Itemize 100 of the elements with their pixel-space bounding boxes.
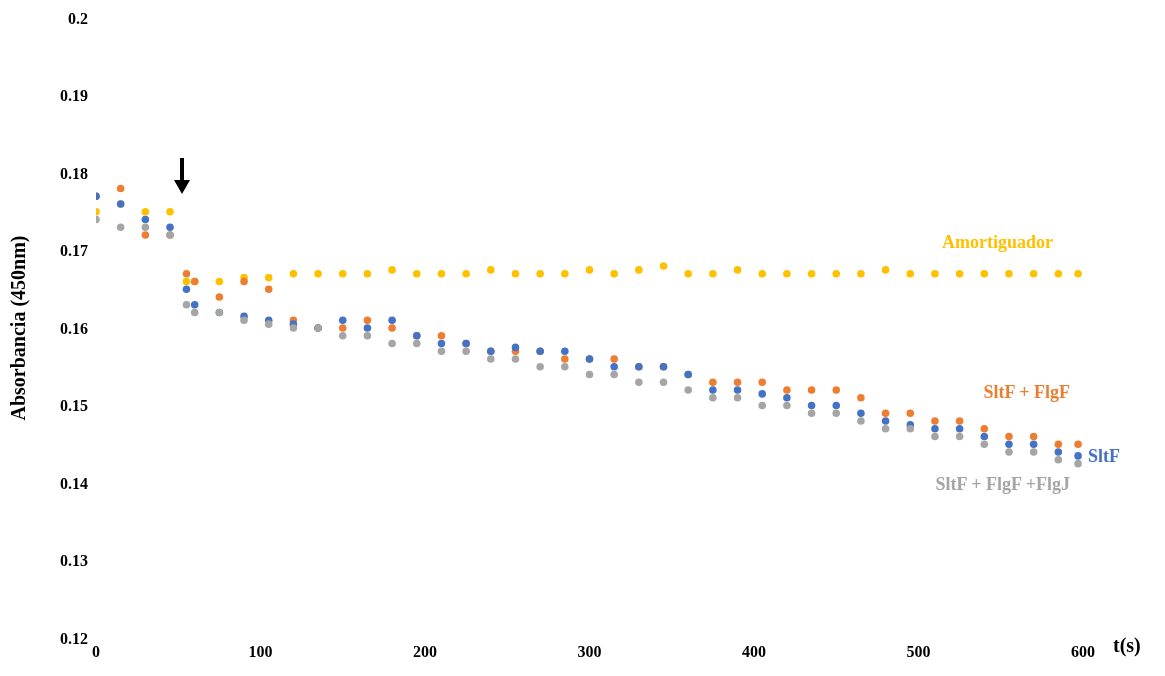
point bbox=[610, 355, 618, 363]
point bbox=[561, 355, 569, 363]
point bbox=[955, 269, 964, 278]
y-tick-label: 0.19 bbox=[60, 87, 88, 105]
point bbox=[166, 223, 174, 232]
point bbox=[709, 393, 717, 402]
y-tick-label: 0.12 bbox=[60, 629, 88, 647]
point bbox=[240, 316, 248, 325]
point bbox=[659, 378, 668, 387]
point bbox=[955, 432, 964, 441]
point bbox=[857, 269, 865, 278]
point bbox=[783, 386, 791, 394]
point bbox=[1074, 269, 1082, 278]
point bbox=[561, 269, 569, 278]
point bbox=[511, 269, 520, 278]
point bbox=[182, 285, 191, 294]
point bbox=[437, 347, 446, 356]
y-tick-label: 0.16 bbox=[60, 319, 88, 337]
point bbox=[857, 393, 865, 402]
point bbox=[1029, 440, 1038, 449]
point bbox=[190, 300, 199, 309]
point bbox=[783, 401, 791, 410]
point bbox=[363, 331, 372, 340]
point bbox=[338, 324, 347, 332]
point bbox=[758, 269, 767, 278]
point bbox=[610, 269, 618, 278]
point bbox=[388, 316, 396, 325]
point bbox=[832, 386, 841, 394]
point bbox=[881, 409, 890, 418]
point bbox=[684, 269, 692, 278]
point bbox=[733, 378, 742, 387]
point bbox=[116, 223, 125, 232]
point bbox=[931, 269, 939, 278]
point bbox=[1074, 440, 1082, 449]
point bbox=[758, 401, 767, 410]
point bbox=[906, 269, 915, 278]
point bbox=[980, 432, 989, 441]
series-label: Amortiguador bbox=[942, 231, 1054, 252]
point bbox=[511, 343, 520, 352]
point bbox=[1005, 269, 1013, 278]
point bbox=[610, 362, 618, 371]
point bbox=[857, 409, 865, 418]
point bbox=[561, 362, 569, 371]
point bbox=[264, 320, 273, 328]
point bbox=[733, 266, 742, 274]
point bbox=[141, 231, 150, 239]
point bbox=[314, 269, 322, 278]
point bbox=[240, 277, 248, 286]
point bbox=[857, 417, 865, 425]
x-tick-label: 100 bbox=[248, 643, 273, 661]
point bbox=[980, 269, 989, 278]
y-tick-label: 0.13 bbox=[60, 552, 88, 570]
point bbox=[1074, 452, 1082, 460]
point bbox=[1005, 448, 1013, 456]
point bbox=[881, 424, 890, 433]
y-tick-label: 0.17 bbox=[60, 242, 88, 260]
point bbox=[733, 386, 742, 394]
point bbox=[1054, 448, 1063, 456]
point bbox=[684, 386, 692, 394]
point bbox=[733, 393, 742, 402]
point bbox=[807, 409, 816, 418]
point bbox=[931, 417, 939, 425]
point bbox=[412, 339, 421, 348]
y-tick-label: 0.15 bbox=[60, 397, 88, 415]
point bbox=[610, 370, 618, 379]
point bbox=[437, 339, 446, 348]
x-tick-label: 500 bbox=[906, 643, 931, 661]
point bbox=[881, 417, 890, 425]
y-tick-label: 0.14 bbox=[60, 474, 88, 492]
point bbox=[931, 432, 939, 441]
point bbox=[487, 355, 495, 363]
point bbox=[116, 184, 125, 193]
series-label: SltF bbox=[1088, 446, 1121, 466]
point bbox=[536, 362, 544, 371]
point bbox=[881, 266, 890, 274]
point bbox=[437, 269, 446, 278]
point bbox=[363, 269, 372, 278]
point bbox=[1029, 269, 1038, 278]
point bbox=[264, 273, 273, 282]
point bbox=[412, 269, 421, 278]
point bbox=[289, 269, 298, 278]
x-tick-label: 400 bbox=[742, 643, 766, 661]
point bbox=[585, 266, 594, 274]
point bbox=[980, 424, 989, 433]
point bbox=[807, 386, 816, 394]
x-tick-label: 300 bbox=[577, 643, 602, 661]
point bbox=[906, 409, 915, 418]
point bbox=[388, 339, 396, 348]
point bbox=[182, 269, 191, 278]
point bbox=[832, 269, 841, 278]
point bbox=[1005, 432, 1013, 441]
point bbox=[807, 401, 816, 410]
point bbox=[388, 324, 396, 332]
y-tick-label: 0.18 bbox=[60, 164, 88, 182]
x-tick-label: 200 bbox=[413, 643, 437, 661]
point bbox=[141, 223, 150, 232]
point bbox=[1029, 448, 1038, 456]
point bbox=[182, 300, 191, 309]
x-axis-title: t(s) bbox=[1113, 634, 1141, 658]
point bbox=[487, 266, 495, 274]
